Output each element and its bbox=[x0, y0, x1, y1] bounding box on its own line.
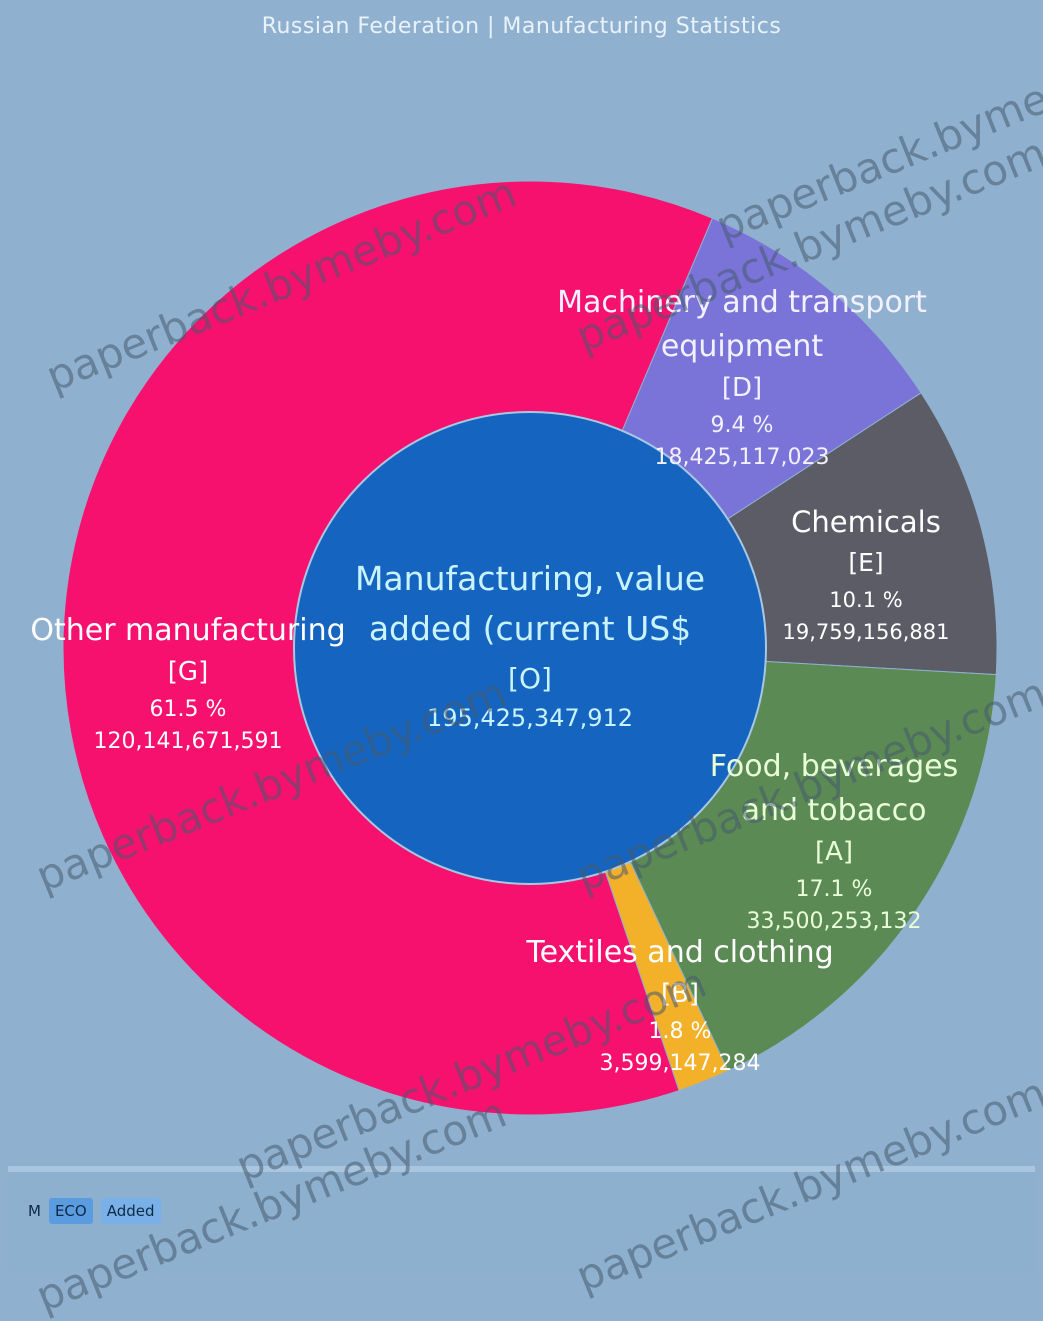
label-machinery-value: 18,425,117,023 bbox=[655, 445, 830, 470]
label-textiles-code: [B] bbox=[661, 979, 699, 1009]
center-label-line1: Manufacturing, value bbox=[355, 559, 705, 598]
label-chemicals-percent: 10.1 % bbox=[829, 588, 902, 612]
chart-title: Russian Federation | Manufacturing Stati… bbox=[261, 14, 782, 39]
label-food-name-2: and tobacco bbox=[742, 793, 927, 828]
label-other-value: 120,141,671,591 bbox=[94, 729, 283, 754]
center-circle[interactable] bbox=[293, 411, 767, 885]
center-label-value: 195,425,347,912 bbox=[427, 704, 633, 732]
center-label-code: [O] bbox=[508, 662, 552, 695]
label-machinery-percent: 9.4 % bbox=[711, 413, 774, 438]
label-chemicals-value: 19,759,156,881 bbox=[783, 620, 950, 644]
label-machinery-name-2: equipment bbox=[661, 329, 824, 364]
footer-row: M ECO Added bbox=[28, 1196, 161, 1226]
footer-item-eco[interactable]: ECO bbox=[48, 1198, 93, 1224]
footer-bar: M ECO Added bbox=[8, 1166, 1035, 1272]
center-label-line2: added (current US$ bbox=[369, 609, 691, 648]
footer-item-added[interactable]: Added bbox=[100, 1198, 161, 1224]
label-chemicals-name-1: Chemicals bbox=[791, 505, 941, 539]
label-other-percent: 61.5 % bbox=[150, 697, 227, 722]
label-food-name-1: Food, beverages bbox=[710, 749, 959, 784]
label-other-code: [G] bbox=[168, 657, 208, 687]
footer-item-m[interactable]: M bbox=[28, 1202, 41, 1220]
label-food-value: 33,500,253,132 bbox=[747, 909, 922, 934]
label-chemicals-code: [E] bbox=[848, 548, 883, 577]
label-machinery-name-1: Machinery and transport bbox=[557, 285, 927, 320]
label-food-code: [A] bbox=[815, 837, 853, 867]
donut-chart: Manufacturing, value added (current US$ [O… bbox=[30, 180, 998, 1116]
label-textiles-percent: 1.8 % bbox=[649, 1019, 712, 1044]
title-bar: Russian Federation | Manufacturing Stati… bbox=[0, 0, 1043, 64]
label-machinery-code: [D] bbox=[722, 373, 762, 403]
label-other-name-1: Other manufacturing bbox=[30, 613, 345, 648]
label-food-percent: 17.1 % bbox=[796, 877, 873, 902]
label-textiles-value: 3,599,147,284 bbox=[600, 1051, 761, 1076]
label-textiles-name-1: Textiles and clothing bbox=[525, 935, 833, 970]
